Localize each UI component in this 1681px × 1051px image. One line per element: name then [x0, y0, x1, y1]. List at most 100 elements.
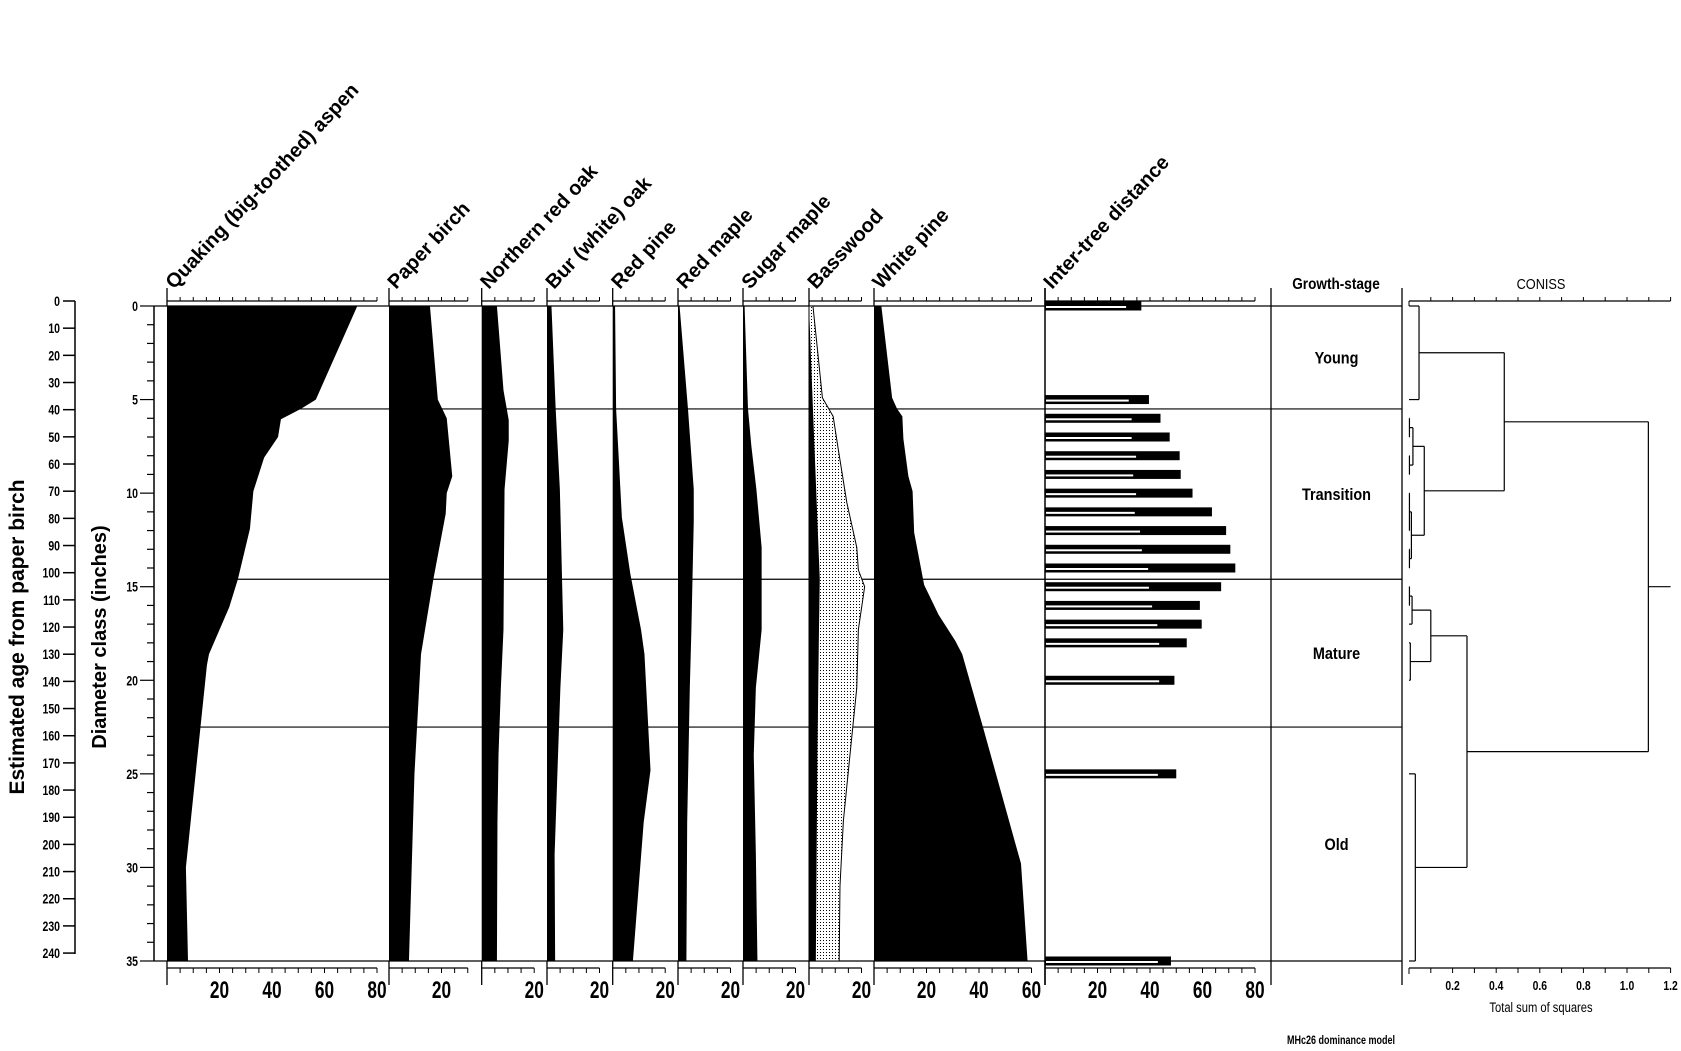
age-tick-label: 130 [42, 647, 60, 663]
inter-tree-bar-inner [1046, 530, 1141, 533]
inter-tree-bar-inner [1046, 605, 1153, 608]
age-tick-label: 120 [42, 620, 60, 636]
age-tick-label: 20 [48, 348, 60, 364]
inter-tree-bar-inner [1046, 455, 1137, 458]
age-tick-label: 100 [42, 565, 60, 581]
age-tick-label: 170 [42, 755, 60, 771]
growth-stage-label: Young [1315, 349, 1359, 367]
inter-tree-bar-inner [1046, 493, 1137, 496]
panel-basswood-exaggeration-area [808, 305, 866, 962]
diameter-tick-label: 10 [126, 486, 138, 502]
panel-quaking-big-toothed-aspen-tick-label: 60 [315, 977, 334, 1003]
inter-tree-bar-inner [1046, 642, 1160, 645]
panel-quaking-big-toothed-aspen-tick-label: 40 [262, 977, 281, 1003]
inter-tree-bar-inner [1046, 773, 1158, 776]
panel-northern-red-oak-area [481, 306, 509, 961]
panel-paper-birch-header: Paper birch [384, 198, 475, 293]
inter-tree-bar-inner [1046, 306, 1127, 308]
panel-red-maple-area [678, 306, 694, 961]
age-tick-label: 10 [48, 321, 60, 337]
panel-quaking-big-toothed-aspen-header: Quaking (big-toothed) aspen [162, 79, 364, 293]
panel-quaking-big-toothed-aspen-tick-label: 80 [367, 977, 386, 1003]
inter-tree-bar-inner [1046, 624, 1158, 627]
panel-basswood-area [809, 306, 820, 961]
diameter-tick-label: 35 [126, 954, 138, 970]
coniss-axis-title: Total sum of squares [1489, 1000, 1592, 1015]
panel-bur-white-oak-area [547, 306, 564, 961]
panel-white-pine-area [874, 306, 1028, 961]
inter-tree-tick-label: 60 [1193, 977, 1212, 1003]
panel-paper-birch-tick-label: 20 [432, 977, 451, 1003]
inter-tree-tick-label: 80 [1245, 977, 1264, 1003]
diameter-tick-label: 15 [126, 579, 138, 595]
age-tick-label: 50 [48, 429, 60, 445]
inter-tree-bar-inner [1046, 960, 1158, 963]
growth-stage-header: Growth-stage [1292, 276, 1380, 293]
diameter-tick-label: 0 [132, 299, 138, 315]
panel-white-pine-tick-label: 20 [917, 977, 936, 1003]
age-tick-label: 90 [48, 538, 60, 554]
panel-red-pine-area [612, 306, 651, 961]
age-tick-label: 30 [48, 375, 60, 391]
panel-quaking-big-toothed-aspen-tick-label: 20 [210, 977, 229, 1003]
age-tick-label: 140 [42, 674, 60, 690]
inter-tree-header: Inter-tree distance [1040, 152, 1174, 294]
panel-northern-red-oak-header: Northern red oak [476, 160, 603, 293]
coniss-tick-label: 0.2 [1445, 979, 1460, 993]
panel-white-pine-tick-label: 60 [1022, 977, 1041, 1003]
age-tick-label: 70 [48, 484, 60, 500]
chart-marks: 0102030405060708090100110120130140150160… [42, 79, 1678, 1003]
inter-tree-tick-label: 40 [1140, 977, 1159, 1003]
coniss-tick-label: 0.6 [1533, 979, 1548, 993]
panel-northern-red-oak-tick-label: 20 [525, 977, 544, 1003]
growth-stage-label: Transition [1302, 486, 1371, 504]
panel-white-pine-tick-label: 40 [969, 977, 988, 1003]
diameter-tick-label: 20 [126, 673, 138, 689]
inter-tree-bar-inner [1046, 511, 1135, 514]
age-tick-label: 210 [42, 864, 60, 880]
age-tick-label: 230 [42, 918, 60, 934]
age-tick-label: 220 [42, 891, 60, 907]
coniss-tick-label: 1.2 [1663, 979, 1678, 993]
age-tick-label: 40 [48, 402, 60, 418]
coniss-tick-label: 0.8 [1576, 979, 1591, 993]
age-tick-label: 240 [42, 946, 60, 962]
growth-stage-label: Old [1324, 836, 1348, 854]
age-tick-label: 200 [42, 837, 60, 853]
inter-tree-bar-inner [1046, 680, 1160, 683]
panel-bur-white-oak-tick-label: 20 [590, 977, 609, 1003]
coniss-tick-label: 0.4 [1489, 979, 1504, 993]
inter-tree-bar-inner [1046, 549, 1142, 552]
diameter-tick-label: 30 [126, 860, 138, 876]
growth-stage-label: Mature [1313, 645, 1361, 663]
inter-tree-bar-inner [1046, 399, 1129, 402]
inter-tree-bar-inner [1046, 436, 1132, 439]
panel-paper-birch-area [389, 306, 453, 961]
inter-tree-bar-inner [1046, 567, 1149, 570]
age-tick-label: 110 [43, 592, 60, 608]
age-tick-label: 180 [42, 783, 60, 799]
panel-red-pine-tick-label: 20 [656, 977, 675, 1003]
inter-tree-tick-label: 20 [1088, 977, 1107, 1003]
age-tick-label: 150 [42, 701, 60, 717]
panel-quaking-big-toothed-aspen-area [167, 306, 358, 961]
panel-red-maple-tick-label: 20 [721, 977, 740, 1003]
coniss-header: CONISS [1517, 275, 1566, 292]
age-tick-label: 0 [54, 294, 60, 310]
diameter-tick-label: 25 [126, 766, 138, 782]
age-tick-label: 190 [42, 810, 60, 826]
age-tick-label: 80 [48, 511, 60, 527]
panel-sugar-maple-area [743, 306, 762, 961]
panel-basswood-tick-label: 20 [852, 977, 871, 1003]
inter-tree-bar-inner [1046, 586, 1149, 589]
inter-tree-bar-inner [1046, 418, 1132, 421]
age-tick-label: 60 [48, 457, 60, 473]
age-axis-title: Estimated age from paper birch [6, 479, 29, 794]
inter-tree-bar-inner [1046, 474, 1134, 477]
age-tick-label: 160 [42, 728, 60, 744]
panel-sugar-maple-tick-label: 20 [786, 977, 805, 1003]
diameter-tick-label: 5 [132, 392, 138, 408]
coniss-tick-label: 1.0 [1620, 979, 1635, 993]
footer-caption: MHc26 dominance model [1287, 1034, 1395, 1048]
